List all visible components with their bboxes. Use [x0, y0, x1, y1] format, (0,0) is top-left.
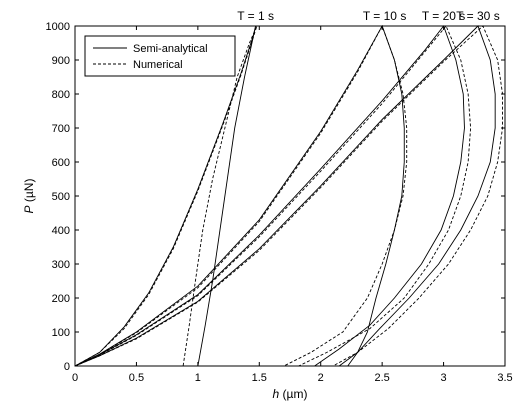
- y-tick-label: 400: [52, 225, 70, 237]
- curve-time-label: T = 30 s: [456, 9, 499, 23]
- curve-time-label: T = 20 s: [422, 9, 465, 23]
- series-line-4-dashed: [74, 24, 408, 367]
- x-tick-label: 3.5: [497, 372, 512, 384]
- x-axis-label-symbol: h: [273, 387, 280, 401]
- series-line-8-dashed: [74, 25, 503, 367]
- y-tick-label: 300: [52, 259, 70, 271]
- ticks-layer: 0 0.5 1 1.5 2 2.5 3 3.5 0 100 200 300 400 500 600 700 80…: [46, 21, 513, 384]
- x-tick-label: 1.5: [252, 372, 267, 384]
- y-axis-label-symbol: P: [22, 205, 36, 213]
- series-line-5-solid: [74, 25, 465, 367]
- legend: Semi-analytical Numerical: [84, 35, 236, 77]
- annotation-layer: T = 1 s T = 10 s T = 20 sT = 30 s: [237, 9, 500, 23]
- y-tick-label: 900: [52, 55, 70, 67]
- curve-time-label: T = 10 s: [363, 9, 406, 23]
- x-tick-label: 2: [318, 372, 324, 384]
- x-tick-label: 0: [72, 372, 78, 384]
- y-tick-label: 600: [52, 157, 70, 169]
- x-axis-label: h (µm): [273, 387, 308, 401]
- y-axis-label-unit: (µN): [22, 179, 36, 206]
- legend-label: Numerical: [133, 59, 183, 71]
- series-line-2-dashed: [74, 25, 258, 367]
- y-tick-label: 0: [64, 361, 70, 373]
- y-tick-label: 500: [52, 191, 70, 203]
- series-line-1-solid: [74, 25, 257, 367]
- curve-time-label: T = 1 s: [237, 9, 274, 23]
- plot-area: 0 0.5 1 1.5 2 2.5 3 3.5 0 100 200 300 400 500 600 700 80…: [46, 9, 513, 384]
- series-line-6-dashed: [74, 25, 472, 367]
- y-tick-label: 200: [52, 293, 70, 305]
- x-axis-label-unit: (µm): [279, 387, 307, 401]
- series-layer: [74, 24, 503, 367]
- y-tick-label: 100: [52, 327, 70, 339]
- y-tick-label: 1000: [46, 21, 70, 33]
- x-tick-label: 3: [441, 372, 447, 384]
- x-tick-label: 0.5: [129, 372, 144, 384]
- y-tick-label: 700: [52, 123, 70, 135]
- y-tick-label: 800: [52, 89, 70, 101]
- series-line-7-solid: [74, 25, 496, 367]
- y-axis-label: P (µN): [22, 179, 36, 214]
- x-tick-label: 1: [195, 372, 201, 384]
- series-line-3-solid: [74, 24, 405, 367]
- legend-box: [84, 35, 236, 77]
- legend-label: Semi-analytical: [133, 43, 208, 55]
- x-tick-label: 2.5: [374, 372, 389, 384]
